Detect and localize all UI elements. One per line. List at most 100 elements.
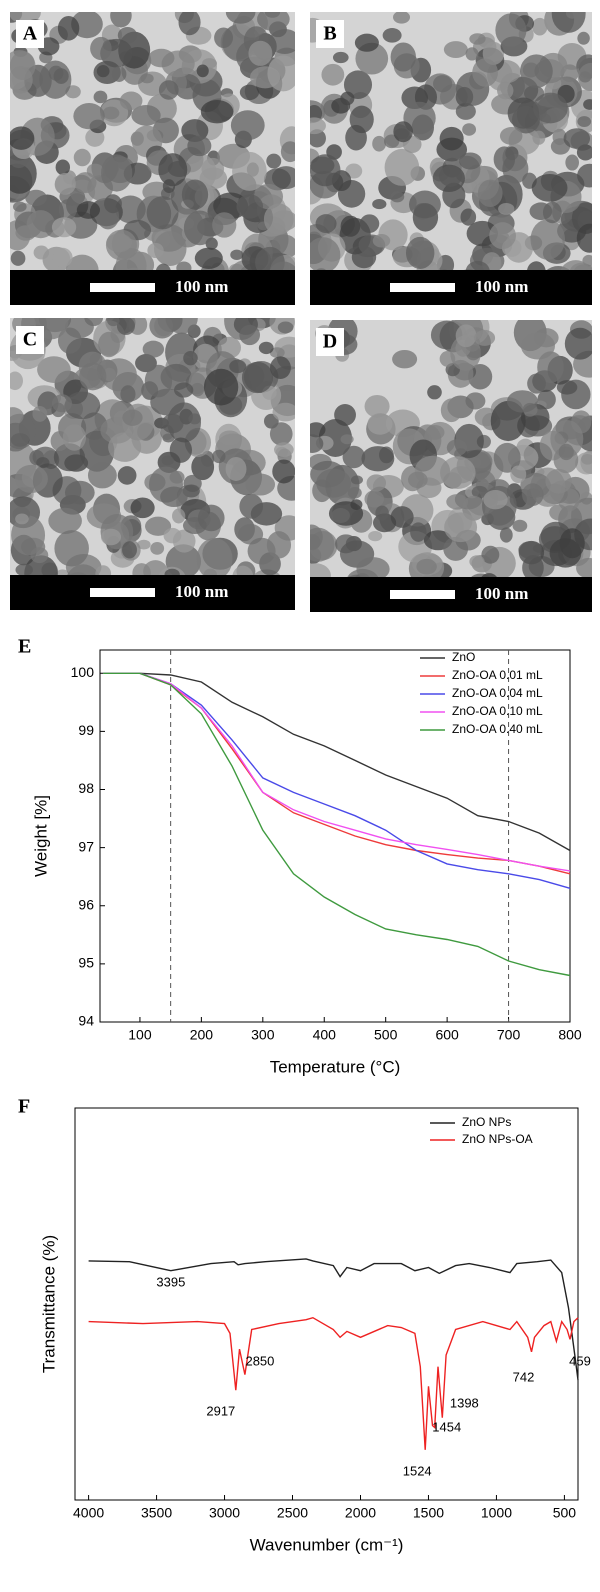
particle — [148, 48, 175, 68]
legend-label: ZnO NPs — [462, 1115, 511, 1129]
particle — [439, 126, 464, 151]
particle — [506, 390, 538, 413]
particle — [64, 391, 101, 420]
particle — [520, 332, 556, 360]
particle — [230, 110, 265, 141]
particle — [340, 91, 355, 106]
scale-bar-label: 100 nm — [175, 277, 228, 296]
series-line — [88, 1258, 579, 1381]
particle — [575, 452, 592, 475]
particle — [495, 13, 527, 47]
particle — [392, 349, 418, 369]
particle — [245, 473, 276, 496]
x-tick-label: 300 — [251, 1027, 275, 1043]
particle — [310, 422, 326, 438]
scale-bar-label: 100 nm — [475, 277, 528, 296]
particle — [583, 99, 592, 110]
particle — [565, 154, 579, 171]
x-tick-label: 1000 — [481, 1505, 512, 1521]
particle — [321, 63, 345, 86]
y-tick-label: 97 — [78, 838, 94, 854]
series-line — [103, 672, 571, 872]
tem-image: 100 nm A — [10, 12, 295, 305]
particle — [551, 12, 586, 33]
particle — [408, 471, 428, 489]
particle — [117, 27, 138, 44]
series-line — [103, 672, 571, 977]
particle — [310, 117, 326, 135]
particle — [390, 42, 416, 72]
particle — [310, 154, 341, 187]
particle — [181, 179, 209, 210]
particle — [169, 470, 185, 484]
label-box — [316, 328, 344, 356]
particle — [412, 552, 443, 576]
particle — [331, 507, 350, 524]
particle — [563, 128, 591, 149]
particle — [364, 394, 390, 418]
x-axis-title: Wavenumber (cm⁻¹) — [250, 1535, 404, 1554]
particle — [57, 15, 80, 41]
particle — [427, 385, 442, 400]
peak-label: 742 — [513, 1369, 535, 1384]
particle — [527, 373, 546, 394]
particle — [57, 327, 82, 354]
particle — [511, 105, 540, 134]
particle — [343, 70, 373, 100]
particle — [158, 80, 179, 100]
particle — [537, 351, 564, 384]
particle — [576, 557, 592, 579]
y-axis-title: Weight [%] — [31, 795, 50, 877]
particle — [150, 541, 165, 555]
particle — [37, 356, 71, 383]
particle — [274, 442, 294, 458]
particle — [342, 445, 366, 469]
particle — [347, 487, 362, 499]
particle — [462, 123, 477, 136]
scale-bar — [90, 283, 155, 292]
particle — [379, 446, 394, 464]
particle — [368, 530, 383, 542]
particle — [493, 442, 521, 473]
particle — [432, 164, 466, 193]
scale-bar — [390, 283, 455, 292]
particle — [120, 385, 136, 404]
particle — [55, 159, 71, 176]
particle — [405, 236, 435, 269]
y-tick-label: 98 — [78, 780, 94, 796]
particle — [54, 172, 76, 195]
particle — [446, 439, 467, 457]
particle — [214, 27, 234, 49]
panel-label: C — [23, 329, 37, 351]
particle — [10, 66, 33, 94]
particle — [354, 33, 379, 52]
particle — [122, 541, 137, 559]
particle — [549, 504, 568, 521]
particle — [54, 530, 89, 567]
particle — [158, 153, 188, 187]
particle — [345, 163, 363, 179]
x-tick-label: 700 — [497, 1027, 521, 1043]
scale-bar — [390, 590, 455, 599]
particle — [410, 522, 427, 542]
particle — [520, 54, 553, 89]
particle — [178, 12, 201, 36]
panel-label: D — [323, 331, 337, 353]
particle — [481, 545, 500, 564]
x-tick-label: 400 — [313, 1027, 337, 1043]
particle — [194, 247, 223, 269]
particle — [79, 362, 107, 391]
x-tick-label: 600 — [435, 1027, 459, 1043]
particle — [499, 127, 523, 145]
particle — [565, 12, 579, 19]
particle — [64, 480, 95, 505]
x-tick-label: 800 — [558, 1027, 582, 1043]
particle — [269, 347, 285, 358]
particle — [440, 456, 476, 489]
series-line — [88, 1316, 579, 1450]
particle — [74, 172, 97, 194]
plot-frame — [74, 1107, 579, 1501]
particle — [263, 203, 294, 235]
particle — [142, 340, 165, 358]
particle — [471, 485, 488, 499]
